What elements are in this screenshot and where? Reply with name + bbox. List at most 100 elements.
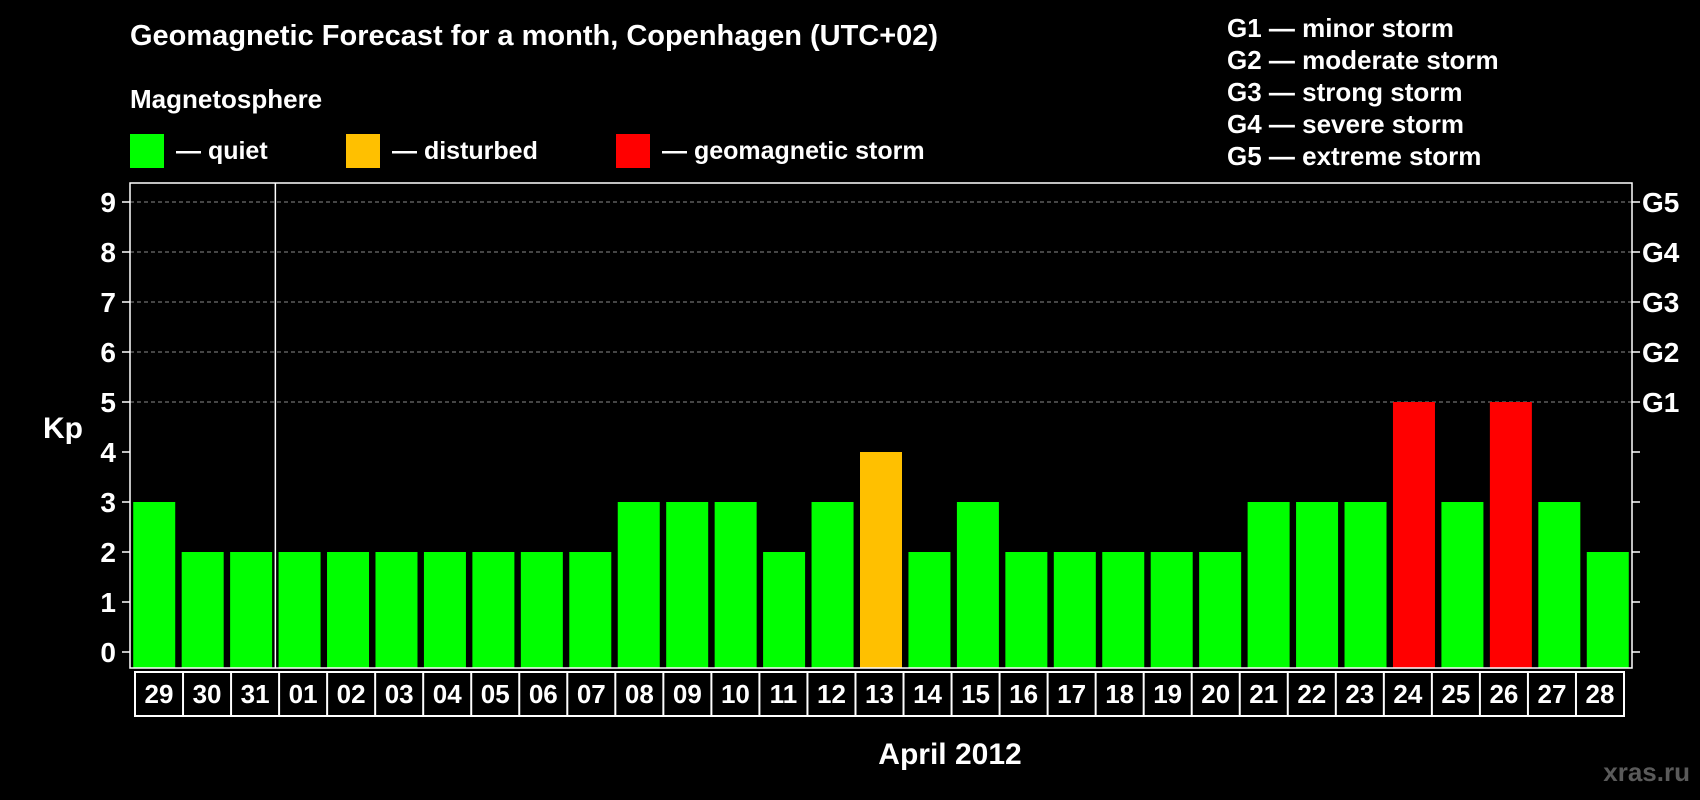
kp-bar — [472, 552, 515, 668]
x-tick-label: 12 — [817, 679, 846, 709]
legend-swatch-quiet — [130, 134, 164, 168]
x-tick-label: 15 — [961, 679, 990, 709]
x-tick-label: 31 — [241, 679, 270, 709]
kp-bar — [1392, 402, 1435, 668]
x-tick-label: 10 — [721, 679, 750, 709]
kp-bar — [375, 552, 418, 668]
x-tick-label: 28 — [1586, 679, 1615, 709]
x-tick-label: 21 — [1249, 679, 1278, 709]
x-tick-label: 26 — [1489, 679, 1518, 709]
x-tick-label: 05 — [481, 679, 510, 709]
x-tick-label: 22 — [1297, 679, 1326, 709]
y-tick-label: 0 — [100, 637, 116, 668]
storm-level-label: G5 — [1642, 187, 1679, 218]
storm-scale-g2: G2 — moderate storm — [1227, 45, 1499, 75]
storm-scale-legend: G1 — minor storm G2 — moderate storm G3 … — [1227, 12, 1499, 172]
kp-bar — [1102, 552, 1145, 668]
x-tick-label: 03 — [385, 679, 414, 709]
kp-bar — [569, 552, 612, 668]
kp-bar — [1199, 552, 1242, 668]
storm-scale-g1: G1 — minor storm — [1227, 13, 1454, 43]
kp-bar — [908, 552, 951, 668]
y-tick-label: 4 — [100, 437, 116, 468]
x-tick-label: 04 — [433, 679, 462, 709]
y-tick-label: 7 — [100, 287, 116, 318]
x-tick-label: 08 — [625, 679, 654, 709]
legend-label-disturbed: — disturbed — [392, 136, 538, 165]
legend-swatch-disturbed — [346, 134, 380, 168]
x-tick-label: 29 — [145, 679, 174, 709]
y-tick-label: 6 — [100, 337, 116, 368]
kp-bar — [423, 552, 466, 668]
legend-subtitle: Magnetosphere — [130, 84, 323, 114]
kp-bar — [278, 552, 321, 668]
storm-scale-g5: G5 — extreme storm — [1227, 141, 1482, 171]
legend-label-storm: — geomagnetic storm — [662, 136, 925, 165]
x-tick-label: 14 — [913, 679, 942, 709]
x-tick-label: 19 — [1153, 679, 1182, 709]
kp-bar — [1296, 502, 1339, 668]
x-tick-label: 23 — [1345, 679, 1374, 709]
x-tick-label: 01 — [289, 679, 318, 709]
y-tick-label: 1 — [100, 587, 116, 618]
x-tick-label: 02 — [337, 679, 366, 709]
y-tick-label: 3 — [100, 487, 116, 518]
kp-bar — [1441, 502, 1484, 668]
kp-bar — [133, 502, 176, 668]
x-tick-label: 24 — [1393, 679, 1422, 709]
legend-item-disturbed: — disturbed — [346, 134, 538, 168]
kp-bar — [230, 552, 273, 668]
y-tick-label: 8 — [100, 237, 116, 268]
x-tick-label: 06 — [529, 679, 558, 709]
kp-bar — [811, 502, 854, 668]
x-tick-label: 18 — [1105, 679, 1134, 709]
kp-bar — [327, 552, 370, 668]
y-tick-label: 5 — [100, 387, 116, 418]
legend-item-quiet: — quiet — [130, 134, 268, 168]
legend-swatch-storm — [616, 134, 650, 168]
x-tick-label: 16 — [1009, 679, 1038, 709]
y-tick-label: 2 — [100, 537, 116, 568]
kp-bar — [666, 502, 709, 668]
kp-bar — [1586, 552, 1629, 668]
x-tick-label: 09 — [673, 679, 702, 709]
x-label-box — [134, 671, 1625, 717]
kp-bar — [617, 502, 660, 668]
kp-bar — [763, 552, 806, 668]
kp-bar — [1005, 552, 1048, 668]
storm-level-label: G3 — [1642, 287, 1679, 318]
kp-bar — [1150, 552, 1193, 668]
storm-level-label: G4 — [1642, 237, 1680, 268]
x-axis-label: April 2012 — [878, 738, 1021, 771]
legend-item-storm: — geomagnetic storm — [616, 134, 925, 168]
x-tick-label: 11 — [770, 679, 798, 709]
kp-bar — [1053, 552, 1096, 668]
storm-level-label: G1 — [1642, 387, 1679, 418]
y-axis-label: Kp — [43, 412, 83, 445]
x-tick-label: 25 — [1441, 679, 1470, 709]
kp-bar — [1247, 502, 1290, 668]
kp-bar — [1344, 502, 1387, 668]
x-tick-label: 07 — [577, 679, 606, 709]
kp-bar — [714, 502, 757, 668]
storm-scale-g4: G4 — severe storm — [1227, 109, 1465, 139]
storm-level-label: G2 — [1642, 337, 1679, 368]
kp-bar — [1538, 502, 1581, 668]
kp-bar — [1489, 402, 1532, 668]
plot-frame — [129, 182, 1633, 669]
y-tick-label: 9 — [100, 187, 116, 218]
kp-bar — [956, 502, 999, 668]
kp-bar — [181, 552, 224, 668]
chart-title: Geomagnetic Forecast for a month, Copenh… — [130, 20, 939, 52]
x-tick-label: 13 — [865, 679, 894, 709]
site-watermark: xras.ru — [1603, 757, 1690, 787]
x-tick-label: 17 — [1057, 679, 1086, 709]
legend-label-quiet: — quiet — [176, 136, 268, 165]
storm-scale-g3: G3 — strong storm — [1227, 77, 1463, 107]
x-tick-label: 20 — [1201, 679, 1230, 709]
x-tick-label: 30 — [193, 679, 222, 709]
kp-bar — [520, 552, 563, 668]
kp-bar — [860, 452, 902, 668]
x-tick-label: 27 — [1537, 679, 1566, 709]
